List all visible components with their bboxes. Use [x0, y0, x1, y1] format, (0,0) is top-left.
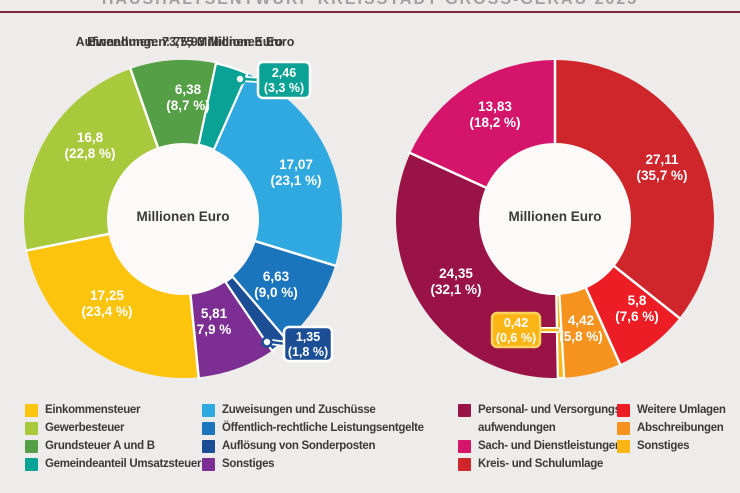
legend-item: Auflösung von Sonderposten [202, 440, 424, 453]
legend-label: Kreis- und Schulumlage [478, 458, 604, 470]
slice-divider [189, 292, 201, 380]
legend-item: Gewerbesteuer [25, 422, 201, 435]
legend-label: Gewerbesteuer [45, 422, 125, 434]
legend-color-swatch [25, 458, 38, 471]
donut-slice-sonstiges [190, 281, 273, 378]
slice-label: 24,35 (32,1 %) [430, 266, 481, 297]
legend-label: Auflösung von Sonderposten [222, 440, 376, 452]
donut-center-label: Millionen Euro [509, 209, 602, 224]
legend-item: Personal- und Versorgungs- [458, 404, 625, 417]
donut-slice-einkommensteuer [27, 234, 199, 378]
legend-color-swatch [458, 458, 471, 471]
legend-color-swatch [202, 440, 215, 453]
slice-divider [253, 239, 338, 268]
legend-label: Sonstiges [222, 458, 275, 470]
slice-divider [407, 151, 489, 190]
donut-slice-ffentlich-rechtliche-leistungsentgelte [232, 241, 336, 340]
callout-label: 1,35 (1,8 %) [288, 330, 328, 359]
slice-label: 17,07 (23,1 %) [270, 157, 321, 188]
legend-item: Öffentlich-rechtliche Leistungsentgelte [202, 422, 424, 435]
aufwendungen-headline: Aufwendungen: 75,93 Millionen Euro [75, 35, 295, 49]
title-divider [0, 11, 740, 13]
legend-item: Sonstiges [617, 440, 726, 453]
slice-label: 13,83 (18,2 %) [469, 99, 520, 130]
einnahmen-donut: 2,46 (3,3 %) 17,07 (23,1 %) 6,63 (9,0 %) 1,35(… [23, 60, 342, 380]
slice-label: 17,25 (23,4 %) [81, 288, 132, 319]
donut-slice-gewerbesteuer [23, 68, 158, 251]
legend-item: Kreis- und Schulumlage [458, 458, 624, 471]
legend-column: Einkommensteuer Gewerbesteuer Grundsteuer … [25, 404, 201, 476]
donut-hole [479, 143, 631, 295]
legend-swatch-spacer [458, 422, 471, 435]
legend-label: Einkommensteuer [45, 404, 141, 416]
slice-label: 5,8 (7,6 %) [615, 293, 659, 324]
legend-column: Personal- und Versorgungs-aufwendungen Sa… [458, 404, 625, 476]
callout-anchor-dot [234, 73, 246, 85]
legend-label: Zuweisungen und Zuschüsse [222, 404, 376, 416]
legend-color-swatch [202, 458, 215, 471]
legend-item: Sach- und Dienstleistungen [458, 440, 624, 453]
legend-column: Zuweisungen und Zuschüsse Öffentlich-rech… [202, 404, 424, 476]
callout-label: 0,42 (0,6 %) [496, 316, 536, 345]
legend-color-swatch [202, 404, 215, 417]
slice-label: 16,8 (22,8 %) [64, 130, 115, 161]
legend-color-swatch [617, 422, 630, 435]
legend-label: Weitere Umlagen [637, 404, 726, 416]
donut-slice-sach-und-dienstleistungen [410, 59, 555, 188]
legend-item: Sonstiges [202, 458, 424, 471]
legend-color-swatch [458, 440, 471, 453]
legend-label: aufwendungen [478, 422, 556, 434]
legend-label: Personal- und Versorgungs- [478, 404, 625, 416]
slice-label: 6,63 (9,0 %) [254, 269, 298, 300]
callout-box [490, 311, 542, 349]
legend-item: Abschreibungen [617, 422, 726, 435]
page-title: HAUSHALTSENTWURF KREISSTADT GROSS-GERAU … [0, 0, 740, 9]
slice-label: 5,81 7,9 % [197, 306, 232, 337]
legend-label: Abschreibungen [637, 422, 724, 434]
legend-label: Öffentlich-rechtliche Leistungsentgelte [222, 422, 424, 434]
legend-label: Gemeindeanteil Umsatzsteuer [45, 458, 202, 470]
slice-divider [584, 286, 622, 367]
legend-item: aufwendungen [458, 422, 624, 435]
slice-divider [128, 66, 160, 150]
legend-item: Weitere Umlagen [617, 404, 726, 417]
donut-hole [107, 143, 259, 295]
slice-divider [612, 264, 682, 321]
callout-box [282, 325, 334, 363]
slice-label: 27,11 (35,7 %) [636, 152, 687, 183]
donut-charts-canvas: 2,46 (3,3 %) 17,07 (23,1 %) 6,63 (9,0 %) 1,35(… [23, 58, 714, 380]
donut-slice-sonstiges [555, 293, 565, 379]
legend-color-swatch [25, 440, 38, 453]
legend-color-swatch [25, 422, 38, 435]
legend-label: Sonstiges [637, 440, 690, 452]
donut-slice-gemeindeanteil-umsatzsteuer [197, 62, 249, 151]
callout-label: 2,46 (3,3 %) [264, 66, 304, 95]
legend-label: Sach- und Dienstleistungen [478, 440, 622, 452]
legend-item: Zuweisungen und Zuschüsse [202, 404, 424, 417]
legend-item: Gemeindeanteil Umsatzsteuer [25, 458, 201, 471]
aufwendungen-donut: 27,11 (35,7 %) 5,8 (7,6 %) 4,42 (5,8 %) 0,42 (0… [395, 58, 714, 380]
legend-label: Grundsteuer A und B [45, 440, 155, 452]
callout-box [256, 60, 312, 100]
slice-label: 6,38 (8,7 %) [166, 82, 210, 113]
donut-slice-kreis-und-schulumlage [555, 60, 714, 319]
legend-item: Einkommensteuer [25, 404, 201, 417]
donut-slice-grundsteuer-a-und-b [130, 60, 217, 148]
page-title-clipped-area: HAUSHALTSENTWURF KREISSTADT GROSS-GERAU … [0, 0, 740, 11]
slice-divider [24, 232, 111, 253]
legend-color-swatch [617, 440, 630, 453]
legend-color-swatch [458, 404, 471, 417]
legend-item: Grundsteuer A und B [25, 440, 201, 453]
callout-anchor-dot [261, 336, 273, 348]
donut-slice-abschreibungen [559, 288, 620, 378]
legend-color-swatch [25, 404, 38, 417]
slice-label: 4,42 (5,8 %) [559, 313, 603, 344]
legend-color-swatch [202, 422, 215, 435]
donut-center-label: Millionen Euro [137, 209, 230, 224]
legend-column: Weitere Umlagen Abschreibungen Sonstiges [617, 404, 726, 458]
legend-color-swatch [617, 404, 630, 417]
einnahmen-headline: Einnahmen: 73,75 Millionen Euro [87, 35, 283, 49]
donut-slice-zuweisungen-und-zusch-sse [213, 73, 342, 266]
